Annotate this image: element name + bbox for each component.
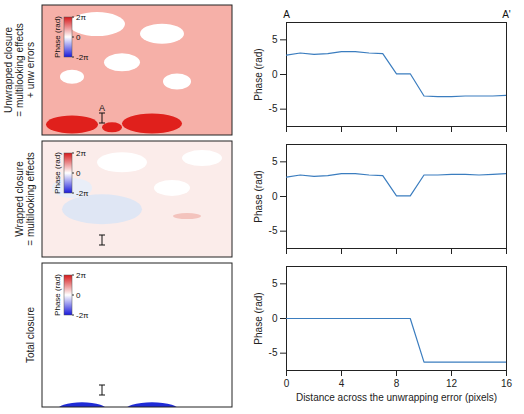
svg-text:0: 0 — [272, 191, 278, 202]
svg-text:0: 0 — [272, 313, 278, 324]
svg-text:A: A — [99, 103, 105, 113]
svg-text:12: 12 — [446, 378, 458, 389]
svg-text:-2π: -2π — [76, 189, 89, 198]
svg-text:-2π: -2π — [76, 311, 89, 320]
svg-text:-5: -5 — [269, 347, 278, 358]
svg-text:Phase (rad): Phase (rad) — [253, 48, 264, 100]
svg-text:0: 0 — [76, 33, 81, 42]
svg-text:= multilooking effects: = multilooking effects — [25, 152, 36, 245]
svg-text:-5: -5 — [269, 225, 278, 236]
svg-text:A': A' — [502, 9, 511, 20]
svg-text:+ unw errors: + unw errors — [25, 42, 36, 98]
svg-text:A: A — [283, 9, 290, 20]
svg-text:0: 0 — [76, 291, 81, 300]
svg-text:= multilooking effects: = multilooking effects — [14, 23, 25, 116]
svg-text:2π: 2π — [76, 271, 86, 280]
svg-text:Unwrapped closure: Unwrapped closure — [3, 26, 14, 113]
svg-text:2π: 2π — [76, 13, 86, 22]
svg-text:Phase (rad): Phase (rad) — [53, 274, 62, 316]
svg-text:-2π: -2π — [76, 53, 89, 62]
svg-text:Phase (rad): Phase (rad) — [253, 292, 264, 344]
svg-text:4: 4 — [339, 378, 345, 389]
svg-text:Distance across the unwrapping: Distance across the unwrapping error (pi… — [296, 392, 497, 403]
svg-text:0: 0 — [76, 169, 81, 178]
svg-text:Total closure: Total closure — [25, 306, 36, 363]
svg-text:-5: -5 — [269, 103, 278, 114]
svg-text:Phase (rad): Phase (rad) — [253, 170, 264, 222]
svg-text:5: 5 — [272, 156, 278, 167]
svg-text:2π: 2π — [76, 149, 86, 158]
svg-text:0: 0 — [272, 69, 278, 80]
svg-text:Wrapped closure: Wrapped closure — [14, 161, 25, 237]
svg-text:5: 5 — [272, 278, 278, 289]
svg-text:16: 16 — [501, 378, 513, 389]
svg-text:8: 8 — [394, 378, 400, 389]
svg-text:0: 0 — [284, 378, 290, 389]
svg-text:5: 5 — [272, 34, 278, 45]
svg-text:Phase (rad): Phase (rad) — [53, 16, 62, 58]
svg-text:Phase (rad): Phase (rad) — [53, 152, 62, 194]
